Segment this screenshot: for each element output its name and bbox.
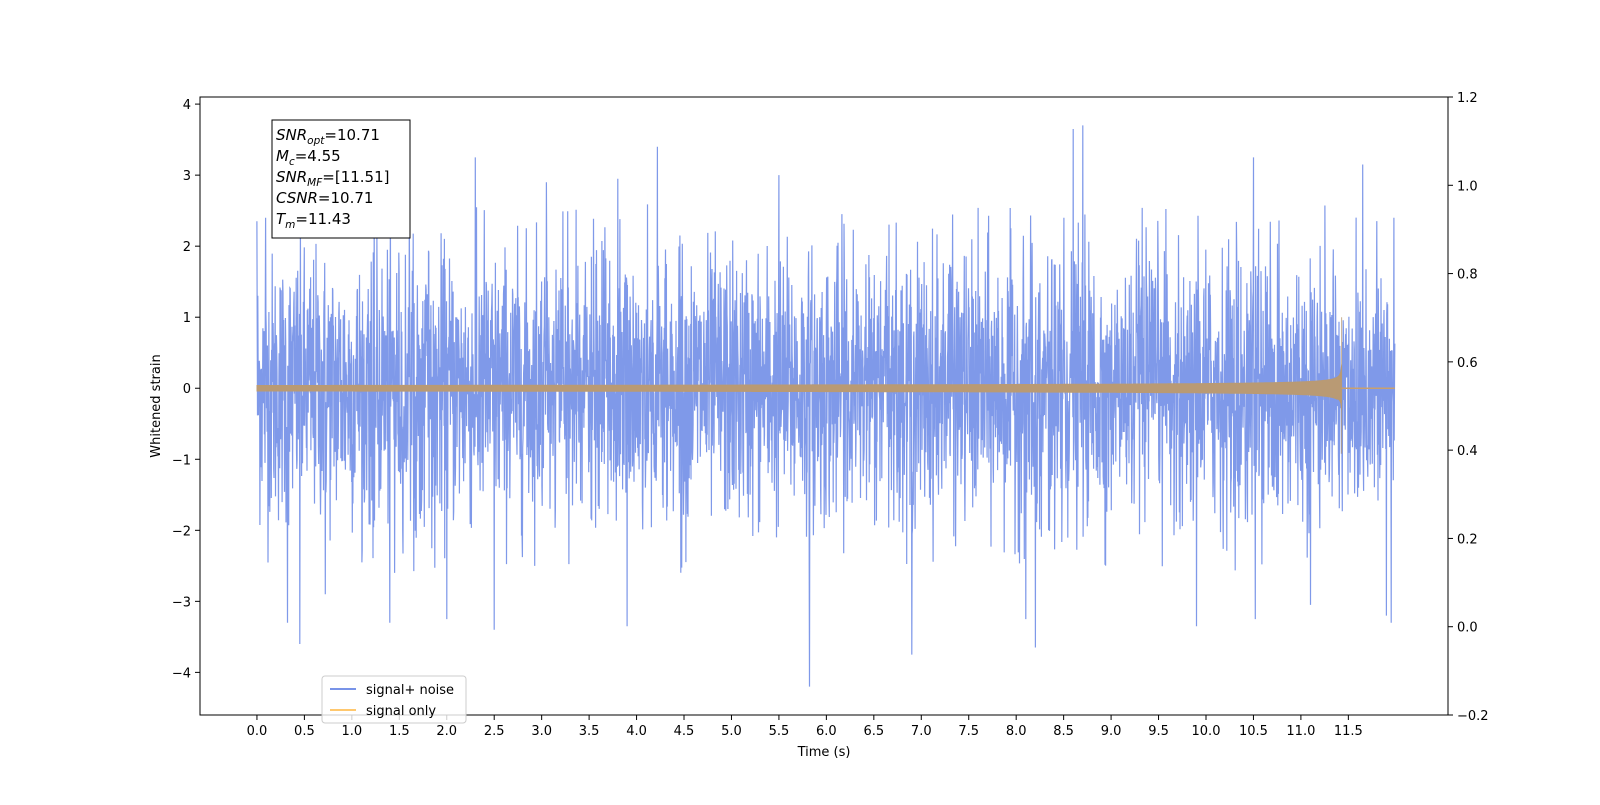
y-tick-label: −1 — [172, 453, 191, 468]
x-tick-label: 4.0 — [626, 724, 647, 739]
x-tick-label: 6.0 — [816, 724, 837, 739]
x-axis: 0.0 0.5 1.0 1.5 2.0 2.5 3.0 3.5 4.0 4.5 5.0 5.5 6.0 6… — [247, 715, 1363, 739]
x-tick-label: 9.5 — [1148, 724, 1169, 739]
y-tick-label: 3 — [183, 169, 191, 184]
x-tick-label: 4.5 — [674, 724, 695, 739]
x-tick-label: 3.0 — [531, 724, 552, 739]
y2-tick-label: 0.6 — [1457, 356, 1478, 371]
y2-tick-label: 1.2 — [1457, 91, 1478, 106]
legend-frame — [321, 675, 467, 724]
series-signal-only — [256, 317, 1395, 454]
series-signal-plus-noise — [256, 125, 1396, 687]
y2-tick-label: 1.0 — [1457, 179, 1478, 194]
x-tick-label: 7.0 — [911, 724, 932, 739]
annotation-frame — [271, 119, 411, 239]
signal-plus-noise-line — [256, 125, 1396, 687]
legend-label-signal-plus-noise: signal+ noise — [366, 683, 454, 698]
y2-tick-label: 0.2 — [1457, 532, 1478, 547]
x-tick-label: 9.0 — [1101, 724, 1122, 739]
x-tick-label: 7.5 — [958, 724, 979, 739]
y-axis-label: Whitened strain — [149, 354, 164, 457]
x-tick-label: 8.5 — [1053, 724, 1074, 739]
x-tick-label: 11.5 — [1334, 724, 1363, 739]
y-tick-label: −3 — [172, 595, 191, 610]
x-tick-label: 6.5 — [863, 724, 884, 739]
signal-only-envelope — [256, 317, 1343, 454]
y-tick-label: 2 — [183, 240, 191, 255]
annotation-line: Mc=4.55 — [276, 147, 341, 168]
y-tick-label: 0 — [183, 382, 191, 397]
plot-frame — [199, 96, 1449, 716]
x-tick-label: 5.0 — [721, 724, 742, 739]
annotation-line: Tm=11.43 — [276, 210, 351, 231]
x-tick-label: 10.0 — [1192, 724, 1221, 739]
y2-tick-label: 0.4 — [1457, 444, 1478, 459]
y-axis-right: −0.2 0.0 0.2 0.4 0.6 0.8 1.0 1.2 — [1448, 91, 1489, 724]
x-tick-label: 1.5 — [389, 724, 410, 739]
y-tick-label: −4 — [172, 666, 191, 681]
legend: signal+ noise signal only — [321, 675, 467, 724]
y2-tick-label: 0.8 — [1457, 268, 1478, 283]
x-tick-label: 10.5 — [1239, 724, 1268, 739]
y-axis-left: −4 −3 −2 −1 0 1 2 3 4 — [172, 98, 200, 681]
x-tick-label: 5.5 — [769, 724, 790, 739]
annotation-line: SNRMF=[11.51] — [276, 168, 390, 189]
y-tick-label: 1 — [183, 311, 191, 326]
y2-tick-label: 0.0 — [1457, 621, 1478, 636]
x-tick-label: 11.0 — [1286, 724, 1315, 739]
x-tick-label: 8.0 — [1006, 724, 1027, 739]
x-tick-label: 1.0 — [342, 724, 363, 739]
annotation-box: SNRopt=10.71Mc=4.55SNRMF=[11.51]CSNR=10.… — [271, 119, 411, 239]
x-tick-label: 0.0 — [247, 724, 268, 739]
legend-label-signal-only: signal only — [366, 704, 436, 719]
x-tick-label: 0.5 — [294, 724, 315, 739]
x-axis-label: Time (s) — [797, 745, 851, 760]
y-tick-label: 4 — [183, 98, 191, 113]
x-tick-label: 3.5 — [579, 724, 600, 739]
annotation-line: CSNR=10.71 — [276, 189, 373, 207]
x-tick-label: 2.5 — [484, 724, 505, 739]
annotation-line: SNRopt=10.71 — [276, 126, 380, 147]
y2-tick-label: −0.2 — [1457, 709, 1489, 724]
y-tick-label: −2 — [172, 524, 191, 539]
x-tick-label: 2.0 — [436, 724, 457, 739]
